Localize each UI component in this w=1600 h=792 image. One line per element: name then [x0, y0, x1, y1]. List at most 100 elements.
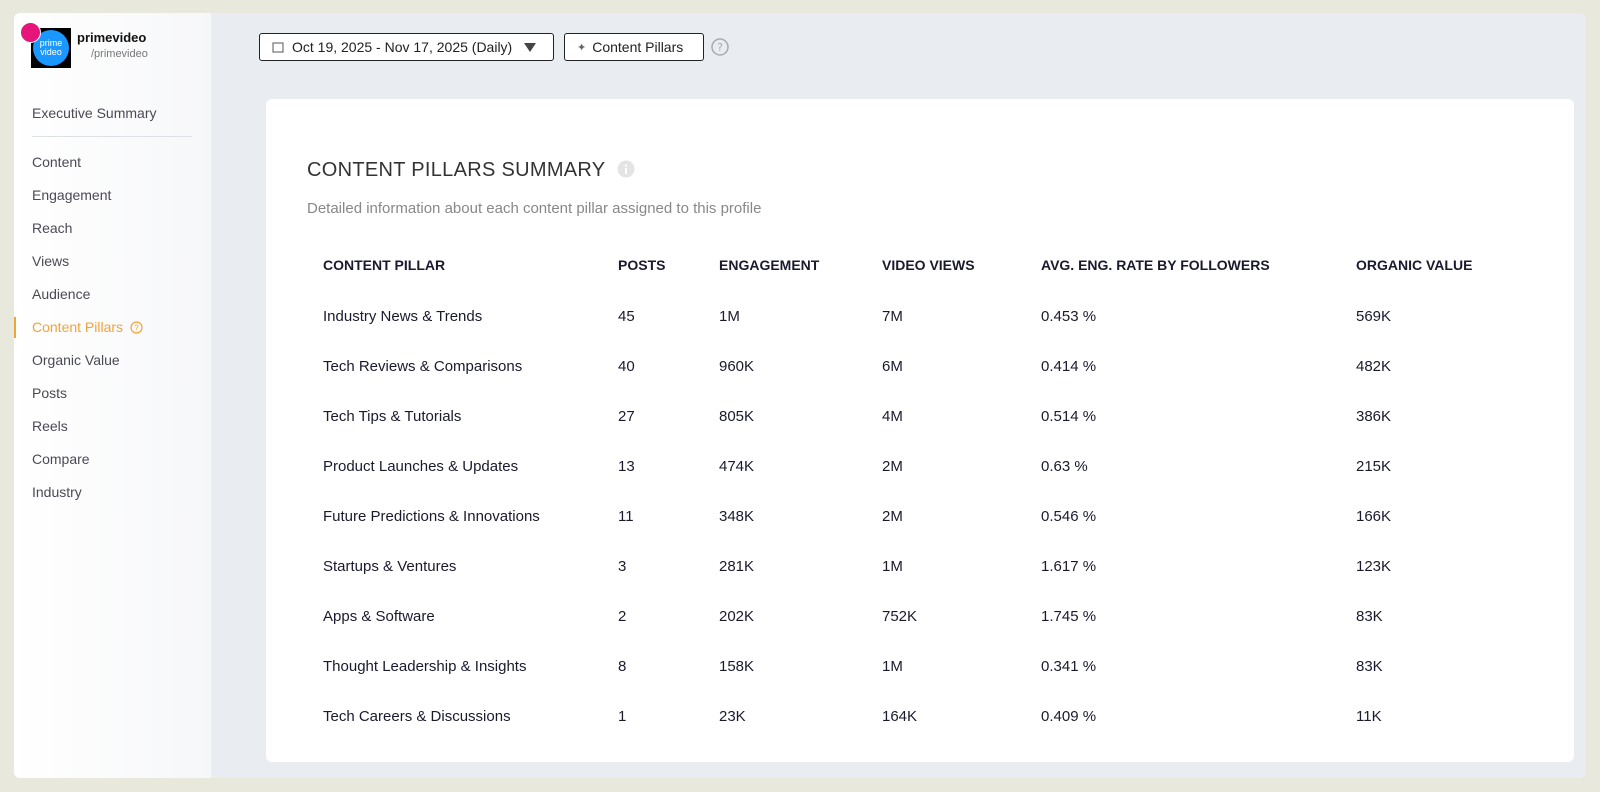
- column-header: AVG. ENG. RATE BY FOLLOWERS: [1041, 257, 1270, 273]
- table-cell: 0.453 %: [1041, 307, 1097, 325]
- table-cell: 202K: [719, 607, 755, 625]
- table-cell: 1M: [719, 307, 740, 325]
- table-cell: 0.409 %: [1041, 707, 1097, 725]
- logo-text: prime: [39, 38, 63, 48]
- column-header: VIDEO VIEWS: [882, 257, 975, 273]
- nav-item[interactable]: Organic Value: [32, 352, 120, 368]
- table-cell: Tech Reviews & Comparisons: [323, 357, 523, 375]
- filter-button[interactable]: ✦ Content Pillars: [564, 33, 704, 61]
- table-row: Startups & Ventures 3 281K 1M 1.617 % 123K: [323, 541, 1506, 591]
- nav-item[interactable]: Reach: [32, 220, 73, 236]
- table-cell: 7M: [882, 307, 903, 325]
- table-cell: 474K: [719, 457, 755, 475]
- table-cell: 4M: [882, 407, 903, 425]
- table-row: Apps & Software 2 202K 752K 1.745 % 83K: [323, 591, 1506, 641]
- nav-item[interactable]: Posts: [32, 385, 68, 401]
- table-row: Tech Tips & Tutorials 27 805K 4M 0.514 % 386K: [323, 391, 1506, 441]
- table-cell: 805K: [719, 407, 755, 425]
- svg-text:?: ?: [717, 41, 723, 54]
- logo-text: video: [40, 47, 62, 57]
- table-cell: 8: [618, 657, 627, 675]
- table-row: Product Launches & Updates 13 474K 2M 0.63 %…: [323, 441, 1506, 491]
- table-cell: 752K: [882, 607, 918, 625]
- table-cell: 0.63 %: [1041, 457, 1088, 475]
- table-cell: 0.546 %: [1041, 507, 1097, 525]
- table-cell: 40: [618, 357, 635, 375]
- nav-item[interactable]: Engagement: [32, 187, 112, 203]
- column-header: POSTS: [618, 257, 666, 273]
- nav-item[interactable]: Reels: [32, 418, 68, 434]
- table-cell: Thought Leadership & Insights: [323, 657, 527, 675]
- nav-menu: Executive Summary Content Engagement Reach V…: [14, 97, 192, 509]
- column-header: ORGANIC VALUE: [1356, 257, 1473, 273]
- table-cell: 23K: [719, 707, 746, 725]
- table-cell: Tech Tips & Tutorials: [323, 407, 462, 425]
- table-cell: Tech Careers & Discussions: [323, 707, 511, 725]
- filter-label: Content Pillars: [592, 39, 684, 55]
- nav-item[interactable]: Industry: [32, 484, 82, 500]
- info-icon[interactable]: [617, 160, 635, 178]
- table-cell: Apps & Software: [323, 607, 435, 625]
- table-cell: 1.745 %: [1041, 607, 1097, 625]
- header-row: CONTENT PILLAR POSTS ENGAGEMENT VIDEO VIEWS…: [323, 239, 1506, 291]
- table-cell: 1M: [882, 657, 903, 675]
- table-cell: 166K: [1356, 507, 1392, 525]
- pillars-table: CONTENT PILLAR POSTS ENGAGEMENT VIDEO VIEWS…: [323, 239, 1506, 741]
- table-row: Thought Leadership & Insights 8 158K 1M 0.34…: [323, 641, 1506, 691]
- summary-card: CONTENT PILLARS SUMMARY Detailed informa…: [266, 99, 1574, 762]
- table-cell: 6M: [882, 357, 903, 375]
- help-icon[interactable]: ?: [130, 321, 143, 334]
- table-body: Industry News & Trends 45 1M 7M 0.453 % 569K T…: [323, 291, 1506, 741]
- table-row: Tech Careers & Discussions 1 23K 164K 0.409 …: [323, 691, 1506, 741]
- table-cell: 1: [618, 707, 627, 725]
- calendar-icon: [272, 42, 284, 53]
- profile-name: primevideo: [77, 30, 147, 45]
- title-text: CONTENT PILLARS SUMMARY: [307, 159, 606, 181]
- sparkle-icon: ✦: [577, 41, 587, 54]
- table-cell: 0.341 %: [1041, 657, 1097, 675]
- nav-item[interactable]: Content: [32, 154, 82, 170]
- table-cell: 215K: [1356, 457, 1392, 475]
- table-cell: 1M: [882, 557, 903, 575]
- table-cell: 13: [618, 457, 635, 475]
- column-header: ENGAGEMENT: [719, 257, 820, 273]
- table-cell: 11K: [1356, 707, 1382, 725]
- help-icon[interactable]: ?: [711, 38, 729, 56]
- table-cell: 386K: [1356, 407, 1392, 425]
- nav-item[interactable]: Views: [32, 253, 70, 269]
- nav-item[interactable]: Executive Summary: [32, 105, 157, 121]
- table-cell: 158K: [719, 657, 755, 675]
- table-cell: 960K: [719, 357, 755, 375]
- date-range-picker[interactable]: Oct 19, 2025 - Nov 17, 2025 (Daily): [259, 33, 554, 61]
- table-row: Tech Reviews & Comparisons 40 960K 6M 0.414 …: [323, 341, 1506, 391]
- table-row: Future Predictions & Innovations 11 348K 2M…: [323, 491, 1506, 541]
- nav-item[interactable]: Compare: [32, 451, 90, 467]
- svg-text:?: ?: [134, 324, 139, 333]
- date-range: Oct 19, 2025 - Nov 17, 2025 (Daily): [292, 39, 513, 55]
- nav-item[interactable]: Content Pillars?: [14, 311, 192, 344]
- card-subtitle: Detailed information about each content …: [307, 200, 762, 217]
- table-cell: 2: [618, 607, 627, 625]
- table-cell: 348K: [719, 507, 755, 525]
- table-cell: 2M: [882, 507, 903, 525]
- table-cell: 2M: [882, 457, 903, 475]
- instagram-badge: [20, 22, 41, 43]
- table-cell: Future Predictions & Innovations: [323, 507, 540, 525]
- table-cell: Industry News & Trends: [323, 307, 483, 325]
- table-cell: Product Launches & Updates: [323, 457, 519, 475]
- table-cell: 482K: [1356, 357, 1392, 375]
- table-cell: 0.514 %: [1041, 407, 1097, 425]
- table-cell: 11: [618, 507, 634, 525]
- nav-item[interactable]: Audience: [32, 286, 91, 302]
- table-cell: 569K: [1356, 307, 1392, 325]
- table-cell: 3: [618, 557, 627, 575]
- dropdown-arrow: [524, 43, 537, 52]
- table-cell: 45: [618, 307, 635, 325]
- card-title: CONTENT PILLARS SUMMARY: [307, 159, 635, 182]
- table-row: Industry News & Trends 45 1M 7M 0.453 % 569K: [323, 291, 1506, 341]
- table-cell: 83K: [1356, 657, 1383, 675]
- profile-handle: /primevideo: [91, 48, 148, 60]
- table-cell: 281K: [719, 557, 755, 575]
- table-cell: 1.617 %: [1041, 557, 1097, 575]
- table-cell: 123K: [1356, 557, 1392, 575]
